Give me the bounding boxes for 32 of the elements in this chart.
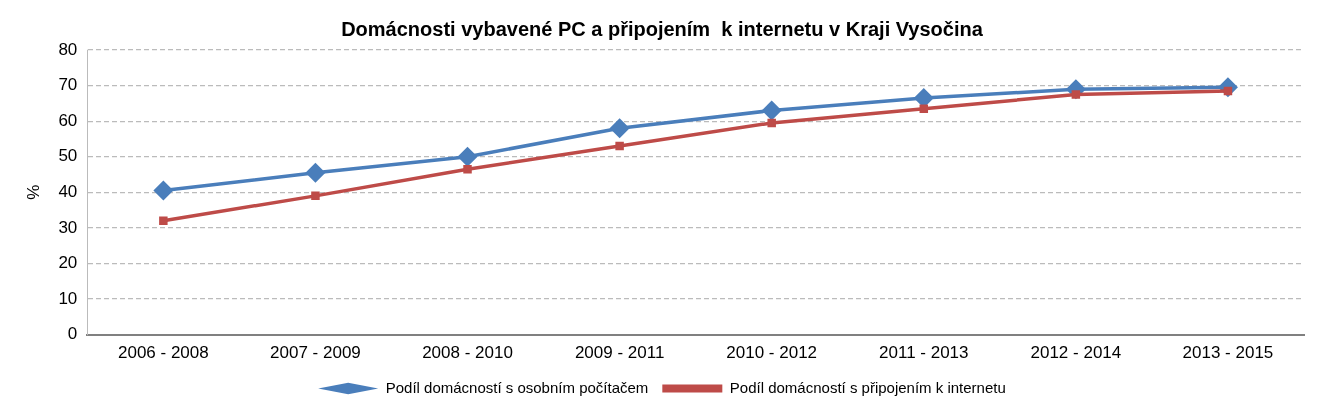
point (615, 141, 624, 151)
x-tick-label: 2007 - 2009 (270, 343, 361, 363)
point (761, 100, 782, 121)
y-axis-title: % (23, 184, 43, 200)
y-tick-label: 0 (67, 324, 78, 344)
point (463, 164, 472, 174)
x-tick-label: 2010 - 2012 (726, 343, 818, 363)
point (153, 180, 174, 201)
y-tick-label: 60 (58, 110, 78, 130)
y-tick-label: 10 (58, 288, 78, 308)
point (311, 191, 320, 201)
y-tick-label: 40 (58, 181, 78, 201)
point (919, 104, 929, 113)
legend-label: Podíl domácností s připojením k internetu (729, 378, 1006, 396)
y-tick-label: 80 (58, 39, 78, 59)
y-tick-label: 50 (58, 146, 78, 166)
x-tick-label: 2013 - 2015 (1182, 343, 1274, 363)
x-tick-label: 2009 - 2011 (574, 343, 665, 363)
x-tick-label: 2012 - 2014 (1030, 343, 1122, 363)
x-tick-label: 2011 - 2013 (879, 343, 969, 363)
y-tick-label: 30 (58, 217, 78, 237)
x-tick-label: 2008 - 2010 (422, 343, 513, 363)
point (609, 118, 630, 139)
chart-title: Domácnosti vybavené PC a připojením k internetu v Kraji Vysočina (341, 17, 984, 40)
point (159, 216, 168, 225)
y-tick-label: 20 (58, 253, 78, 273)
point (767, 118, 776, 128)
x-tick-label: 2006 - 2008 (117, 343, 209, 363)
point (305, 162, 326, 183)
y-tick-label: 70 (58, 75, 78, 95)
point (457, 146, 478, 167)
legend-label: Podíl domácností s osobním počítačem (385, 378, 649, 396)
